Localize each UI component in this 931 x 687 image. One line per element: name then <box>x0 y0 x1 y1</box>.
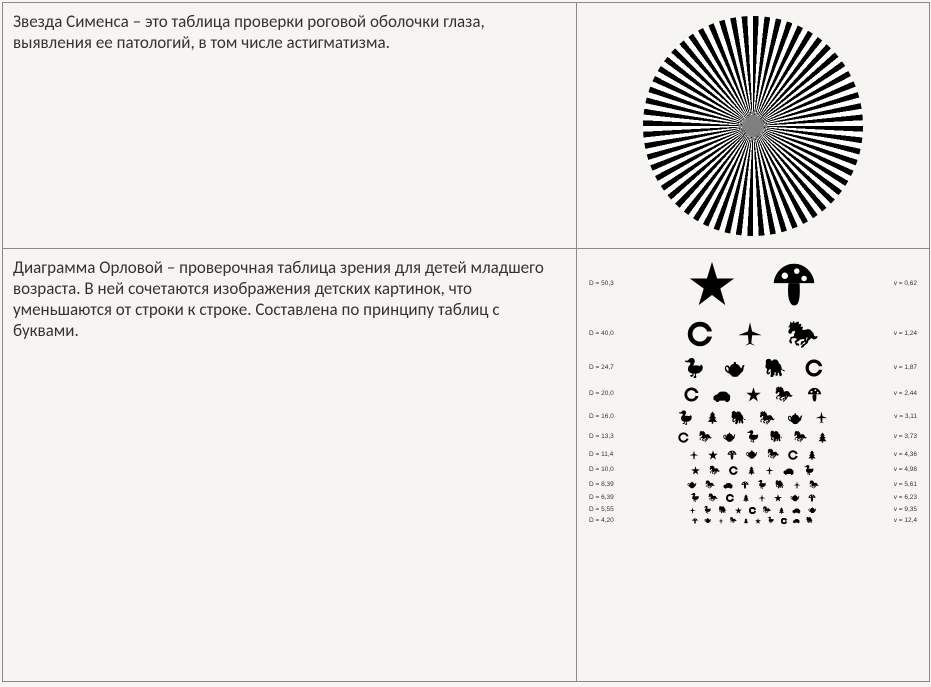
orlova-row: D = 5,55🦆🐘🐎🚗🫖v = 9,35 <box>589 507 917 514</box>
orlova-d-label: D = 8,39 <box>589 482 623 489</box>
orlova-row: D = 24,7🦆🫖🐘v = 1,87 <box>589 359 917 377</box>
orlova-symbols: 🦆🐘🐎🫖 <box>623 411 883 424</box>
orlova-d-label: D = 50,3 <box>589 281 623 288</box>
orlova-v-label: v = 9,35 <box>883 507 917 514</box>
siemens-star-icon <box>643 16 863 236</box>
orlova-row: D = 11,4🫖🐎v = 4,36 <box>589 450 917 460</box>
orlova-d-label: D = 6,39 <box>589 495 623 502</box>
orlova-row: D = 16,0🦆🐘🐎🫖v = 3,11 <box>589 411 917 424</box>
orlova-d-label: D = 20,0 <box>589 391 623 398</box>
orlova-v-label: v = 3,73 <box>883 434 917 441</box>
orlova-description-text: Диаграмма Орловой – проверочная таблица … <box>13 257 544 341</box>
orlova-v-label: v = 6,23 <box>883 495 917 502</box>
orlova-symbols: 🐎 <box>623 321 883 347</box>
orlova-v-label: v = 5,61 <box>883 482 917 489</box>
orlova-row: D = 13,3🐎🫖🦆🐘🐎v = 3,73 <box>589 432 917 443</box>
orlova-symbols: 🦆🫖🐘 <box>623 359 883 377</box>
orlova-symbols: 🦆🐎🫖 <box>623 494 883 502</box>
orlova-d-label: D = 40,0 <box>589 331 623 338</box>
orlova-d-label: D = 24,7 <box>589 365 623 372</box>
siemens-star-container <box>587 11 919 240</box>
orlova-v-label: v = 3,11 <box>883 414 917 421</box>
siemens-star-cell <box>577 3 930 249</box>
orlova-chart-cell: D = 50,3 v = 0,62 D = 40,0🐎v = 1,24 D = 24,… <box>577 249 930 682</box>
orlova-v-label: v = 2,44 <box>883 391 917 398</box>
orlova-symbols: 🫖🐎 <box>623 450 883 460</box>
orlova-symbols: 🚗🐎 <box>623 387 883 402</box>
orlova-row: D = 4,20🫖🐎🦆🚗🐘v = 12,4 <box>589 518 917 525</box>
orlova-d-label: D = 10,0 <box>589 467 623 474</box>
orlova-v-label: v = 1,24 <box>883 331 917 338</box>
orlova-row: D = 50,3 v = 0,62 <box>589 261 917 307</box>
orlova-row: D = 20,0🚗🐎v = 2,44 <box>589 387 917 402</box>
siemens-description-text: Звезда Сименса – это таблица проверки ро… <box>13 11 485 53</box>
orlova-v-label: v = 0,62 <box>883 281 917 288</box>
orlova-d-label: D = 5,55 <box>589 507 623 514</box>
orlova-symbols: 🦆🐘🐎🚗🫖 <box>623 507 883 514</box>
orlova-symbols: 🫖🐎🦆🚗🐘 <box>623 518 883 524</box>
orlova-symbols: 🫖🐎🚗🦆🐘🐎 <box>623 481 883 489</box>
orlova-v-label: v = 4,98 <box>883 467 917 474</box>
orlova-row: D = 8,39🫖🐎🚗🦆🐘🐎v = 5,61 <box>589 481 917 489</box>
orlova-symbols: 🐎🚗🦆 <box>623 466 883 475</box>
orlova-symbols: 🐎🫖🦆🐘🐎 <box>623 432 883 443</box>
orlova-row: D = 40,0🐎v = 1,24 <box>589 321 917 347</box>
siemens-description-cell: Звезда Сименса – это таблица проверки ро… <box>3 3 577 249</box>
orlova-description-cell: Диаграмма Орловой – проверочная таблица … <box>3 249 577 682</box>
orlova-v-label: v = 4,36 <box>883 452 917 459</box>
orlova-v-label: v = 12,4 <box>883 518 917 525</box>
orlova-chart: D = 50,3 v = 0,62 D = 40,0🐎v = 1,24 D = 24,… <box>587 257 919 525</box>
orlova-symbols <box>623 261 883 307</box>
orlova-d-label: D = 11,4 <box>589 452 623 459</box>
orlova-d-label: D = 4,20 <box>589 518 623 525</box>
orlova-d-label: D = 16,0 <box>589 414 623 421</box>
orlova-v-label: v = 1,87 <box>883 365 917 372</box>
eye-charts-table: Звезда Сименса – это таблица проверки ро… <box>2 2 930 682</box>
orlova-row: D = 6,39🦆🐎🫖v = 6,23 <box>589 494 917 502</box>
orlova-d-label: D = 13,3 <box>589 434 623 441</box>
orlova-row: D = 10,0🐎🚗🦆v = 4,98 <box>589 466 917 475</box>
